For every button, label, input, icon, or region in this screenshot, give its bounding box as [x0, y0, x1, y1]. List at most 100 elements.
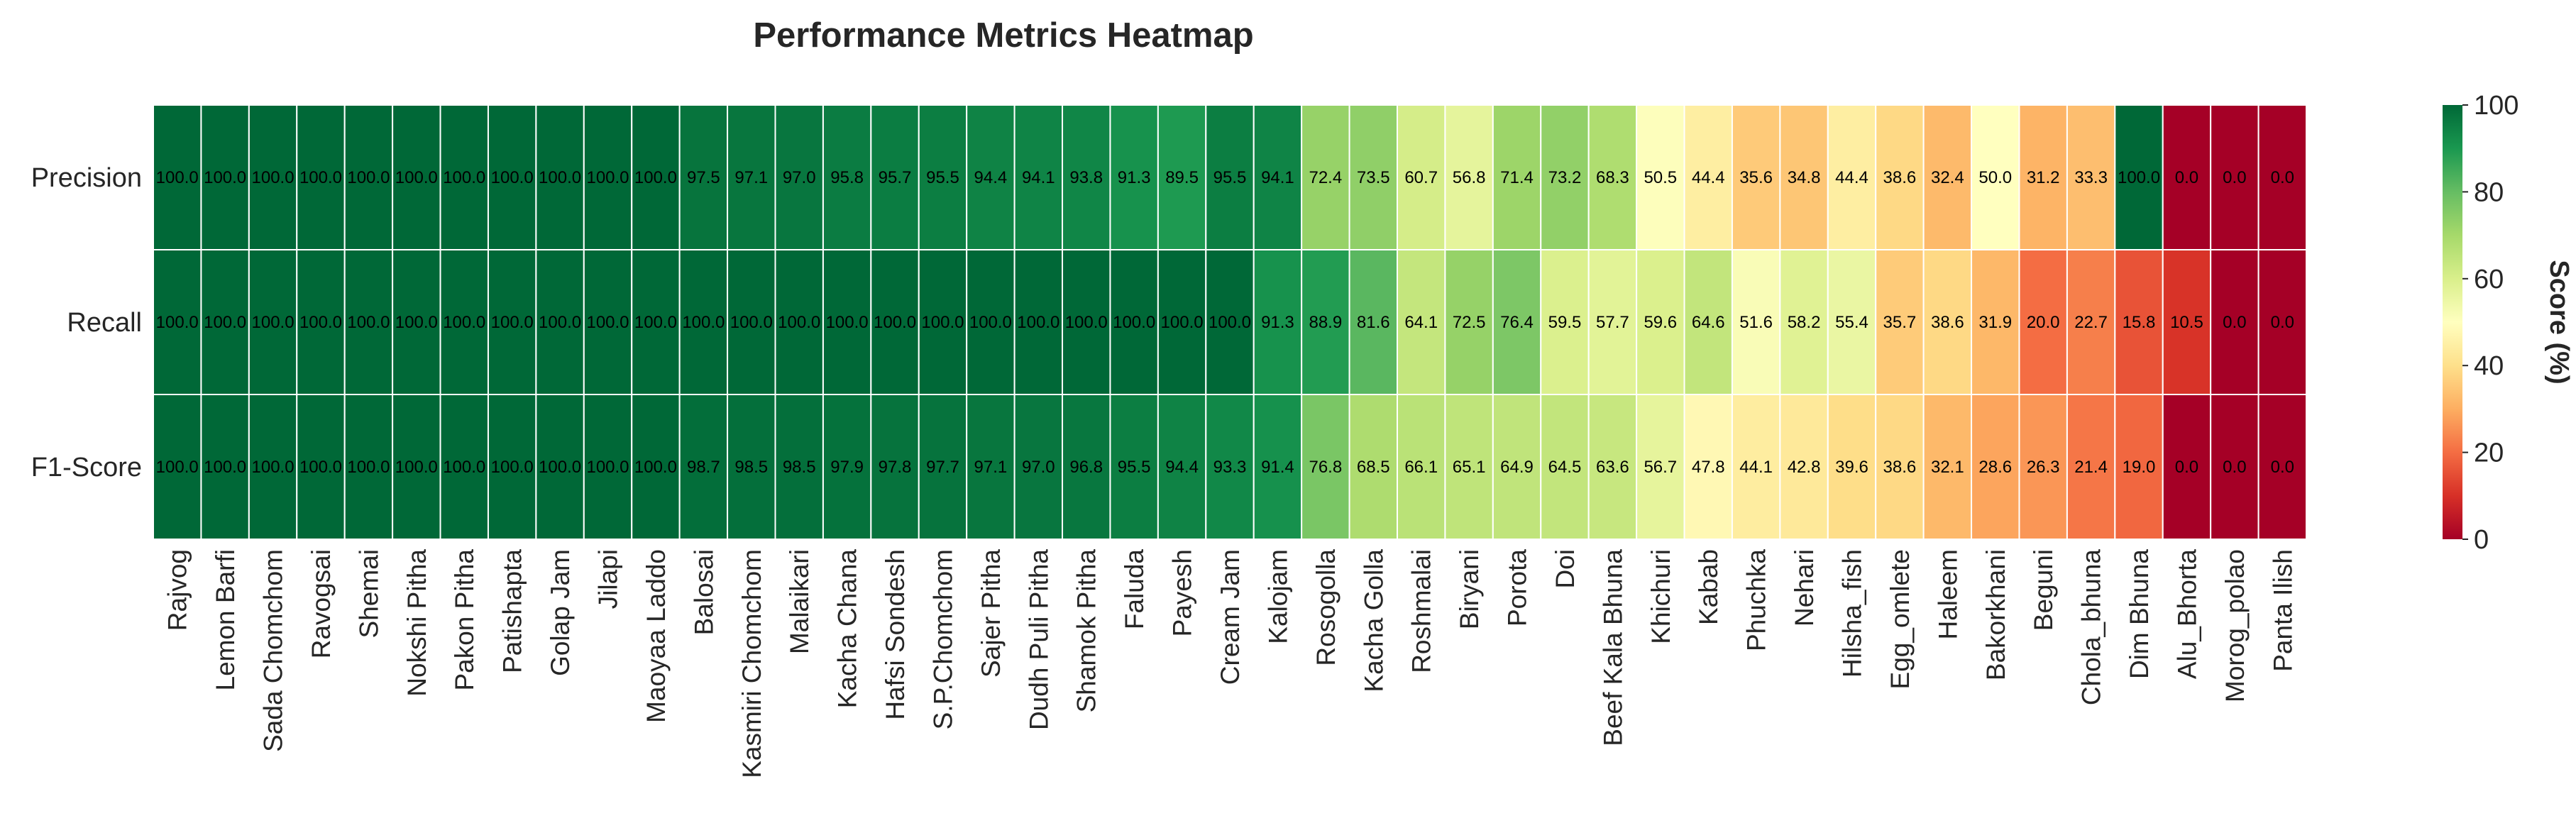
column-label: Phuchka — [1742, 549, 1771, 651]
cell-value-label: 65.1 — [1453, 458, 1486, 477]
cell-value-label: 100.0 — [778, 313, 820, 332]
heatmap-cell — [153, 394, 202, 540]
heatmap-cell — [631, 249, 681, 395]
heatmap-cell — [774, 104, 824, 250]
heatmap-cell — [248, 249, 298, 395]
column-label: Kabab — [1694, 549, 1723, 625]
heatmap-cell — [1540, 249, 1590, 395]
cell-value-label: 56.8 — [1453, 168, 1486, 187]
heatmap-cell — [1587, 104, 1638, 250]
column-label: Rosogolla — [1311, 549, 1341, 666]
cell-value-label: 97.7 — [926, 458, 959, 477]
cell-value-label: 100.0 — [299, 168, 342, 187]
cell-value-label: 100.0 — [634, 168, 677, 187]
cell-value-label: 71.4 — [1500, 168, 1534, 187]
cell-value-label: 97.9 — [830, 458, 864, 477]
heatmap-cell — [1922, 394, 1973, 540]
heatmap-cell — [1062, 104, 1111, 250]
heatmap-cell — [392, 394, 441, 540]
heatmap-cell — [153, 104, 202, 250]
heatmap-cell — [1013, 249, 1064, 395]
column-label: Alu_Bhorta — [2172, 549, 2201, 679]
heatmap-cell — [1492, 249, 1542, 395]
heatmap-cell — [2114, 394, 2164, 540]
heatmap-cell — [439, 394, 489, 540]
heatmap-cell — [1253, 249, 1303, 395]
heatmap-cell — [392, 104, 441, 250]
cell-value-label: 35.6 — [1739, 168, 1773, 187]
cell-value-label: 91.4 — [1261, 458, 1294, 477]
colorbar-tick-label: 40 — [2474, 351, 2504, 381]
cell-value-label: 34.8 — [1788, 168, 1821, 187]
cell-value-label: 73.5 — [1357, 168, 1390, 187]
heatmap-cell — [2257, 394, 2308, 540]
cell-value-label: 94.4 — [1165, 458, 1199, 477]
column-label: Lemon Barfi — [211, 549, 240, 691]
cell-value-label: 100.0 — [921, 313, 964, 332]
cell-value-label: 100.0 — [156, 458, 199, 477]
row-label: Precision — [31, 163, 142, 193]
row-label: Recall — [67, 308, 142, 338]
heatmap-cell — [2114, 249, 2164, 395]
cell-value-label: 100.0 — [347, 458, 390, 477]
column-label: Porota — [1503, 549, 1532, 626]
cell-value-label: 95.5 — [1213, 168, 1247, 187]
heatmap-cell — [1062, 394, 1111, 540]
cell-value-label: 100.0 — [443, 458, 485, 477]
heatmap-cell — [487, 249, 537, 395]
column-label: Faluda — [1120, 549, 1149, 630]
heatmap-cell — [2162, 104, 2212, 250]
cell-value-label: 100.0 — [347, 313, 390, 332]
heatmap-cell — [2018, 394, 2068, 540]
cell-value-label: 64.1 — [1404, 313, 1438, 332]
heatmap-cell — [1301, 249, 1350, 395]
cell-value-label: 68.3 — [1596, 168, 1629, 187]
column-label: Sada Chomchom — [259, 549, 288, 752]
heatmap-cell — [2114, 104, 2164, 250]
column-label: S.P.Chomchom — [928, 549, 957, 729]
cell-value-label: 94.1 — [1022, 168, 1055, 187]
cell-value-label: 100.0 — [156, 313, 199, 332]
cell-value-label: 38.6 — [1883, 168, 1917, 187]
column-label: Egg_omlete — [1886, 549, 1915, 689]
heatmap-cell — [774, 249, 824, 395]
column-label: Roshmalai — [1407, 549, 1436, 673]
cell-value-label: 97.0 — [783, 168, 816, 187]
heatmap-cell — [727, 394, 776, 540]
heatmap-cell — [248, 104, 298, 250]
cell-value-label: 58.2 — [1788, 313, 1821, 332]
column-label: Nokshi Pitha — [402, 549, 431, 697]
cell-value-label: 21.4 — [2074, 458, 2108, 477]
cell-value-label: 0.0 — [2223, 458, 2246, 477]
cell-value-label: 100.0 — [1209, 313, 1251, 332]
cell-value-label: 44.1 — [1739, 458, 1773, 477]
heatmap-cell — [870, 249, 920, 395]
heatmap-cell — [1301, 394, 1350, 540]
column-label: Doi — [1551, 549, 1580, 589]
heatmap-cell — [2210, 249, 2259, 395]
cell-value-label: 98.5 — [783, 458, 816, 477]
column-label: Ravogsai — [307, 549, 336, 658]
colorbar-tick-label: 60 — [2474, 265, 2504, 294]
heatmap-cell — [1205, 394, 1255, 540]
cell-value-label: 47.8 — [1692, 458, 1725, 477]
column-label: Beguni — [2029, 549, 2058, 631]
heatmap-cell — [1731, 249, 1781, 395]
heatmap-cell — [343, 249, 394, 395]
cell-value-label: 51.6 — [1739, 313, 1773, 332]
heatmap-cell — [1444, 394, 1494, 540]
cell-value-label: 64.6 — [1692, 313, 1725, 332]
cell-value-label: 100.0 — [586, 168, 629, 187]
cell-value-label: 100.0 — [491, 313, 534, 332]
column-label: Payesh — [1168, 549, 1197, 636]
heatmap-cell — [248, 394, 298, 540]
heatmap-cell — [1971, 394, 2020, 540]
column-label: Biryani — [1455, 549, 1484, 629]
heatmap-cell — [1827, 104, 1877, 250]
cell-value-label: 57.7 — [1596, 313, 1629, 332]
cell-value-label: 76.8 — [1309, 458, 1342, 477]
column-label: Patishapta — [498, 549, 527, 673]
heatmap-cell — [1540, 394, 1590, 540]
column-label: Maoyaa Laddo — [642, 549, 671, 723]
heatmap-cell — [1875, 249, 1925, 395]
